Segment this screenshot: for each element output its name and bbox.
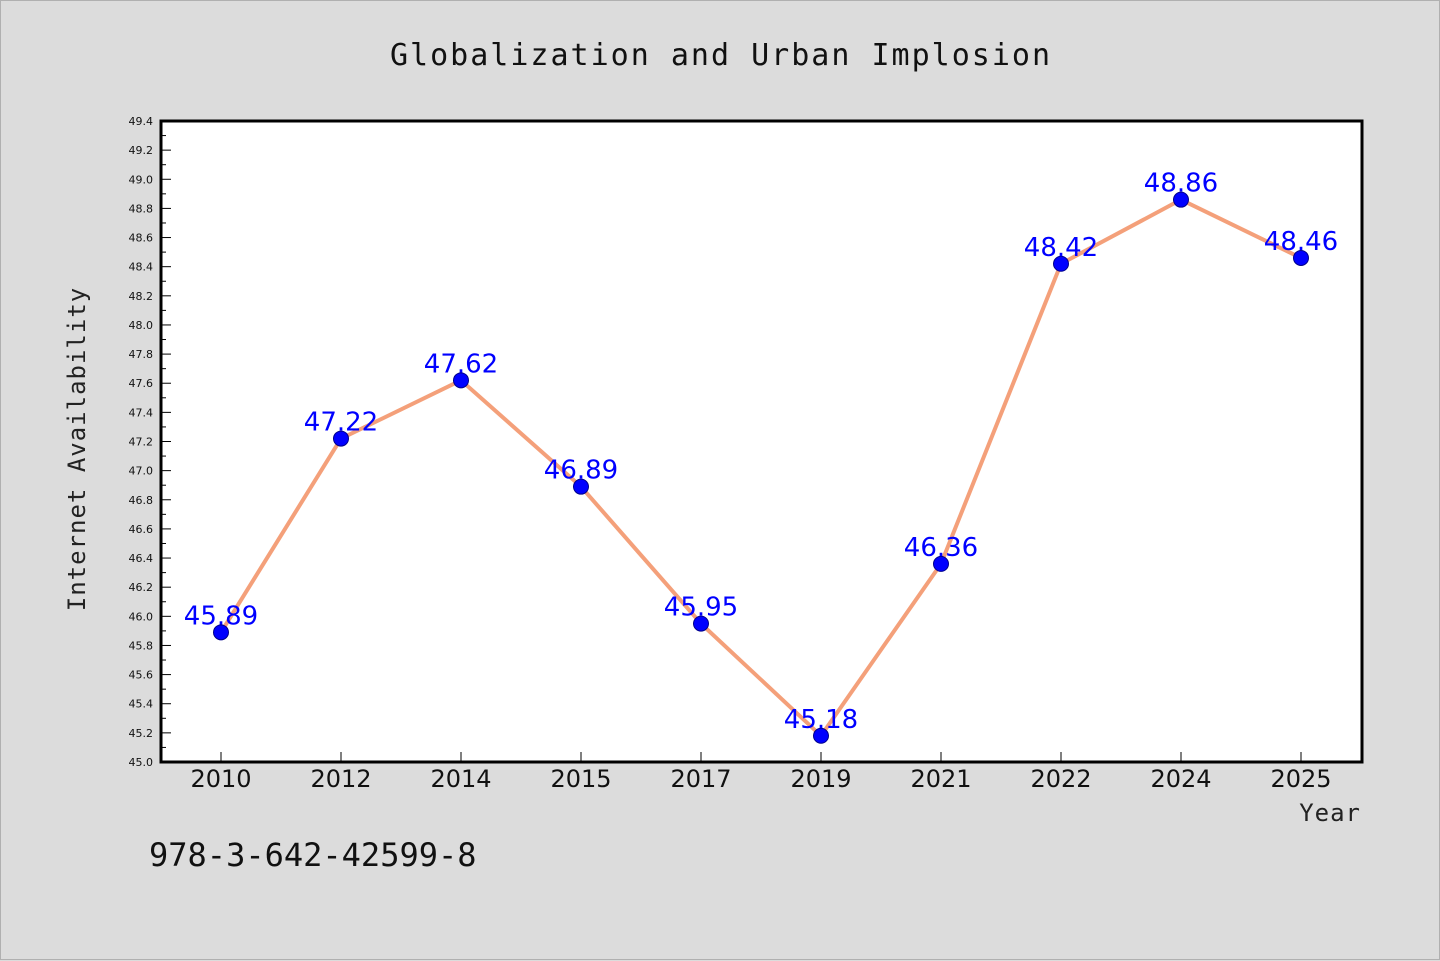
data-label: 45.89 <box>184 601 258 631</box>
y-tick-label: 48.0 <box>129 319 154 332</box>
data-point <box>333 430 349 447</box>
data-point <box>933 555 949 572</box>
x-tick-label: 2017 <box>670 765 731 793</box>
data-point <box>1293 249 1309 266</box>
y-axis-label: Internet Availability <box>63 287 91 611</box>
data-point <box>453 372 469 389</box>
y-tick-label: 46.8 <box>129 494 154 507</box>
data-label: 48.86 <box>1144 169 1218 199</box>
y-tick-label: 46.0 <box>129 610 154 623</box>
data-point <box>573 478 589 495</box>
data-label: 48.46 <box>1264 227 1338 257</box>
data-label: 47.62 <box>424 349 498 379</box>
x-tick-label: 2019 <box>790 765 851 793</box>
data-label: 45.18 <box>784 705 858 735</box>
x-tick-label: 2015 <box>550 765 611 793</box>
data-point <box>1053 255 1069 272</box>
y-tick-label: 46.4 <box>129 552 154 565</box>
y-tick-label: 48.4 <box>129 261 154 274</box>
x-tick-label: 2022 <box>1030 765 1091 793</box>
y-tick-label: 49.4 <box>129 115 154 128</box>
data-labels: 45.89 47.22 47.62 46.89 45.95 45.18 46.36 48.42… <box>184 169 1338 735</box>
y-tick-label: 46.6 <box>129 523 154 536</box>
x-tick-label: 2012 <box>310 765 371 793</box>
y-tick-label: 47.4 <box>129 406 154 419</box>
plot-area <box>159 119 1364 764</box>
x-tick-label: 2014 <box>430 765 491 793</box>
data-point <box>213 624 229 641</box>
series-markers <box>213 191 1309 744</box>
y-tick-label: 45.6 <box>129 669 154 682</box>
y-tick-label: 45.2 <box>129 727 154 740</box>
y-axis: 45.0 45.2 45.4 45.6 45.8 46.0 46.2 46.4 46.6 46.8… <box>129 115 171 769</box>
y-tick-label: 45.4 <box>129 698 154 711</box>
data-label: 47.22 <box>304 408 378 438</box>
y-tick-label: 45.8 <box>129 639 154 652</box>
isbn-annotation: 978-3-642-42599-8 <box>149 836 477 874</box>
y-tick-label: 47.8 <box>129 348 154 361</box>
y-tick-label: 47.6 <box>129 377 154 390</box>
data-point <box>693 615 709 632</box>
y-tick-label: 48.2 <box>129 290 154 303</box>
data-label: 45.95 <box>664 593 738 623</box>
data-label: 48.42 <box>1024 233 1098 263</box>
y-tick-label: 47.0 <box>129 465 154 478</box>
y-tick-label: 46.2 <box>129 581 154 594</box>
x-tick-label: 2024 <box>1150 765 1211 793</box>
data-point <box>1173 191 1189 208</box>
y-tick-label: 48.8 <box>129 202 154 215</box>
y-tick-label: 49.2 <box>129 144 154 157</box>
y-tick-label: 47.2 <box>129 436 154 449</box>
y-tick-label: 49.0 <box>129 173 154 186</box>
x-tick-label: 2025 <box>1270 765 1331 793</box>
x-tick-label: 2010 <box>190 765 251 793</box>
series-line <box>219 197 1302 738</box>
y-tick-label: 45.0 <box>129 756 154 769</box>
x-axis: 2010 2012 2014 2015 2017 2019 2021 2022 2024 2025 <box>190 752 1332 793</box>
x-axis-label: Year <box>1299 799 1361 827</box>
data-point <box>813 727 829 744</box>
data-label: 46.89 <box>544 456 618 486</box>
chart-title: Globalization and Urban Implosion <box>390 38 1052 73</box>
x-tick-label: 2021 <box>910 765 971 793</box>
y-tick-label: 48.6 <box>129 232 154 245</box>
data-label: 46.36 <box>904 533 978 563</box>
